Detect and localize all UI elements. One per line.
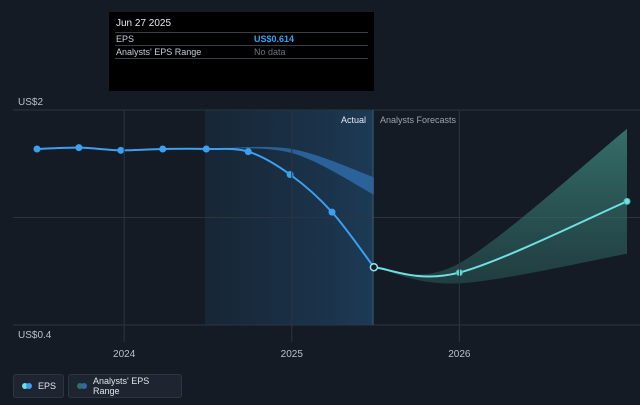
forecast-point[interactable]: [623, 197, 631, 205]
tooltip-range-value: No data: [254, 47, 286, 57]
eps-point[interactable]: [202, 145, 210, 153]
actual-label: Actual: [341, 115, 366, 125]
forecast-range-band: [373, 128, 627, 284]
legend-eps-label: EPS: [38, 381, 57, 391]
range-bands: [206, 128, 627, 284]
past-range-band: [206, 146, 374, 195]
hover-tooltip: Jun 27 2025 EPS US$0.614 Analysts' EPS R…: [109, 12, 374, 91]
legend-range-button[interactable]: Analysts' EPS Range: [68, 374, 182, 398]
tooltip-range-label: Analysts' EPS Range: [116, 47, 202, 57]
eps-point[interactable]: [117, 146, 125, 154]
x-tick-label: 2024: [113, 349, 136, 360]
x-axis-ticks: 2024 2025 2026: [113, 110, 471, 360]
eps-point[interactable]: [328, 208, 336, 216]
x-tick-label: 2026: [448, 349, 471, 360]
y-axis-top-label: US$2: [18, 97, 43, 108]
legend-eps-button[interactable]: EPS: [13, 374, 64, 398]
eps-point[interactable]: [244, 148, 252, 156]
eps-legend-icon: [22, 383, 32, 389]
range-legend-icon: [77, 383, 87, 389]
tooltip-eps-row: EPS US$0.614: [115, 32, 368, 45]
y-axis-bottom-label: US$0.4: [18, 330, 52, 341]
x-tick-label: 2025: [281, 349, 304, 360]
analysts-forecasts-label: Analysts Forecasts: [380, 115, 457, 125]
tooltip-eps-value: US$0.614: [254, 34, 295, 44]
legend-range-label: Analysts' EPS Range: [93, 376, 150, 396]
tooltip-eps-label: EPS: [116, 34, 135, 44]
eps-point[interactable]: [369, 262, 379, 272]
tooltip-date: Jun 27 2025: [116, 18, 172, 29]
tooltip-range-row: Analysts' EPS Range No data: [115, 45, 368, 59]
eps-point[interactable]: [75, 144, 83, 152]
eps-point[interactable]: [159, 145, 167, 153]
series-points: [33, 144, 631, 277]
eps-point[interactable]: [33, 145, 41, 153]
eps-forecast-line: [373, 200, 628, 278]
